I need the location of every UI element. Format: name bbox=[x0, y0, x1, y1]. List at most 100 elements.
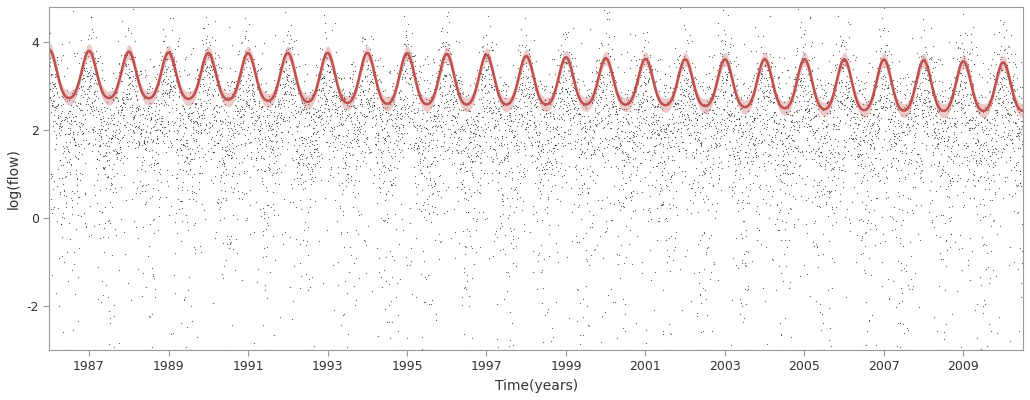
Point bbox=[796, 41, 813, 47]
Point bbox=[783, 112, 799, 118]
Point bbox=[517, 103, 534, 110]
Point bbox=[966, 140, 983, 146]
Point bbox=[105, 111, 122, 118]
Point bbox=[879, 175, 895, 181]
Point bbox=[244, 120, 261, 126]
Point bbox=[307, 146, 323, 152]
Point bbox=[727, 235, 744, 241]
Point bbox=[939, 108, 956, 114]
Point bbox=[969, 121, 986, 128]
Point bbox=[153, 115, 170, 122]
Point bbox=[646, 130, 662, 136]
Point bbox=[636, 142, 652, 148]
Point bbox=[317, 54, 334, 61]
Point bbox=[891, 178, 907, 184]
Point bbox=[365, 114, 381, 120]
Point bbox=[533, 77, 549, 84]
Point bbox=[547, 125, 563, 131]
Point bbox=[907, 98, 924, 104]
Point bbox=[856, 94, 872, 100]
Point bbox=[907, 94, 924, 100]
Point bbox=[941, 153, 958, 160]
Point bbox=[500, 113, 516, 119]
Point bbox=[1004, 76, 1021, 83]
Point bbox=[610, 196, 626, 203]
Point bbox=[698, 84, 715, 90]
Point bbox=[146, 166, 163, 173]
Point bbox=[960, 116, 976, 123]
Point bbox=[241, 81, 258, 88]
Point bbox=[47, 120, 64, 127]
Point bbox=[370, 77, 386, 83]
Point bbox=[901, 124, 918, 131]
Point bbox=[482, 142, 499, 149]
Point bbox=[58, 204, 74, 211]
Point bbox=[864, 93, 881, 100]
Point bbox=[201, 64, 217, 70]
Point bbox=[992, 95, 1008, 101]
Point bbox=[797, 107, 814, 114]
Point bbox=[627, 133, 644, 139]
Point bbox=[557, 29, 574, 35]
Point bbox=[392, 115, 409, 121]
Point bbox=[852, 117, 868, 124]
Point bbox=[459, 197, 476, 204]
Point bbox=[235, 118, 251, 124]
Point bbox=[519, 124, 536, 130]
Point bbox=[640, 149, 656, 155]
Point bbox=[639, 28, 655, 35]
Point bbox=[47, 141, 64, 147]
Point bbox=[141, 129, 158, 136]
Point bbox=[961, 277, 977, 284]
Point bbox=[353, 83, 370, 90]
Point bbox=[713, 187, 729, 193]
Point bbox=[606, 56, 622, 62]
Point bbox=[707, 100, 723, 107]
Point bbox=[372, 110, 388, 116]
Point bbox=[57, 116, 73, 122]
Point bbox=[718, 80, 734, 86]
Point bbox=[653, 154, 670, 160]
Point bbox=[282, 78, 299, 84]
Point bbox=[364, 124, 380, 131]
Point bbox=[844, 152, 860, 158]
Point bbox=[298, 135, 314, 142]
Point bbox=[495, 100, 512, 106]
Point bbox=[497, 88, 514, 94]
Point bbox=[986, 73, 1002, 80]
Point bbox=[506, 134, 522, 140]
Point bbox=[869, 130, 886, 136]
Point bbox=[754, 116, 770, 122]
Point bbox=[735, 314, 752, 321]
Point bbox=[674, 72, 690, 78]
Point bbox=[927, 188, 943, 195]
Point bbox=[459, 150, 476, 156]
Point bbox=[741, 142, 757, 148]
Point bbox=[266, 207, 282, 214]
Point bbox=[404, 53, 420, 59]
Point bbox=[95, 234, 111, 240]
Point bbox=[1004, 136, 1021, 142]
Point bbox=[781, 237, 797, 244]
Point bbox=[874, 165, 891, 172]
Point bbox=[241, 102, 258, 108]
Point bbox=[873, 115, 890, 121]
Point bbox=[288, 164, 305, 170]
Point bbox=[580, 86, 596, 92]
Point bbox=[869, 82, 886, 89]
Point bbox=[256, 134, 273, 140]
Point bbox=[895, 75, 912, 81]
Point bbox=[438, 72, 454, 78]
Point bbox=[413, 170, 430, 177]
Point bbox=[281, 65, 298, 71]
Point bbox=[440, 146, 456, 152]
Point bbox=[135, 270, 151, 276]
Point bbox=[792, 76, 809, 83]
Point bbox=[171, 94, 187, 100]
Point bbox=[767, 347, 784, 353]
Point bbox=[205, 104, 221, 111]
Point bbox=[525, 92, 542, 98]
Point bbox=[673, 125, 689, 131]
Point bbox=[508, 106, 524, 112]
Point bbox=[480, 64, 496, 70]
